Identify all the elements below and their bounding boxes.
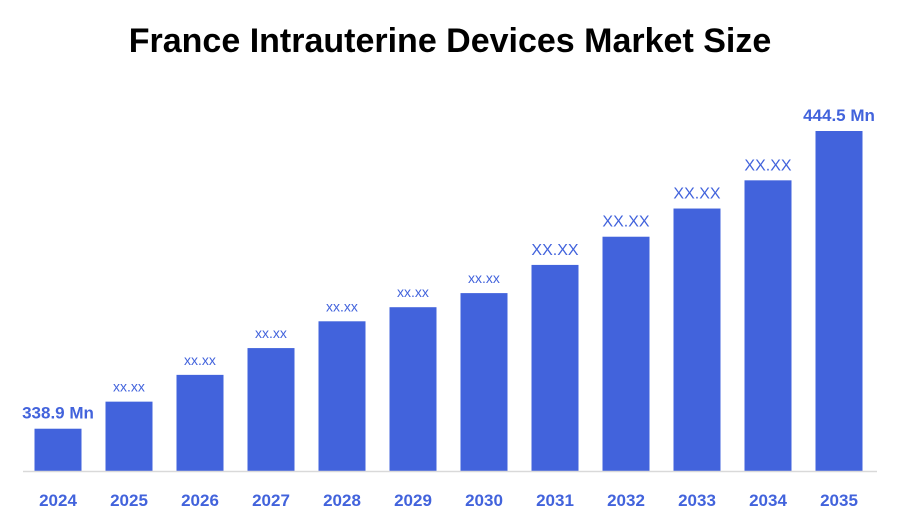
x-tick-2033: 2033 xyxy=(678,491,716,510)
x-tick-2032: 2032 xyxy=(607,491,645,510)
value-label-2025: xx.xx xyxy=(113,379,145,395)
value-label-2031: XX.XX xyxy=(531,242,578,259)
bar-2024 xyxy=(34,428,82,471)
value-label-2035: 444.5 Mn xyxy=(803,106,875,125)
value-label-2033: XX.XX xyxy=(673,186,720,203)
x-tick-2024: 2024 xyxy=(39,491,77,510)
x-tick-2027: 2027 xyxy=(252,491,290,510)
bar-2029 xyxy=(389,307,437,471)
x-tick-2030: 2030 xyxy=(465,491,503,510)
x-tick-2025: 2025 xyxy=(110,491,148,510)
x-tick-2028: 2028 xyxy=(323,491,361,510)
bar-2030 xyxy=(460,293,508,471)
bar-2033 xyxy=(673,208,721,471)
bar-2032 xyxy=(602,236,650,471)
value-label-2029: xx.xx xyxy=(397,284,429,300)
value-label-2026: xx.xx xyxy=(184,352,216,368)
value-label-2028: xx.xx xyxy=(326,298,358,314)
value-label-2027: xx.xx xyxy=(255,325,287,341)
value-label-2024: 338.9 Mn xyxy=(22,404,94,423)
x-tick-labels-group: 2024 2025 2026 2027 2028 2029 2030 2031 2032 2033… xyxy=(39,491,858,510)
value-labels-group: 338.9 Mn xx.xx xx.xx xx.xx xx.xx xx.xx xx.xx XX… xyxy=(22,106,875,423)
value-label-2032: XX.XX xyxy=(602,214,649,231)
x-tick-2034: 2034 xyxy=(749,491,787,510)
x-tick-2035: 2035 xyxy=(820,491,858,510)
bar-2026 xyxy=(176,374,224,471)
x-tick-2026: 2026 xyxy=(181,491,219,510)
bar-2035 xyxy=(815,131,863,471)
bar-2025 xyxy=(105,401,153,471)
x-tick-2029: 2029 xyxy=(394,491,432,510)
bar-2027 xyxy=(247,348,295,471)
value-label-2034: XX.XX xyxy=(744,157,791,174)
bar-2034 xyxy=(744,180,792,471)
bar-2028 xyxy=(318,321,366,471)
x-tick-2031: 2031 xyxy=(536,491,574,510)
bar-2031 xyxy=(531,264,579,471)
chart-title: France Intrauterine Devices Market Size xyxy=(128,22,772,60)
bars-group xyxy=(34,131,863,471)
value-label-2030: xx.xx xyxy=(468,270,500,286)
